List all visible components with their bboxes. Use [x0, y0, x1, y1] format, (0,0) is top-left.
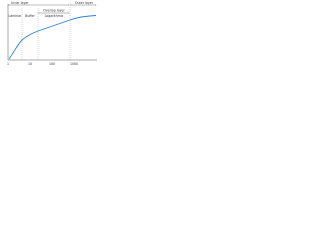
sublayer-label: Logarithmic — [45, 14, 64, 18]
x-tick-label: 10 — [28, 62, 32, 66]
x-tick-label: 1 — [7, 62, 9, 66]
x-tick-label: 1000 — [70, 62, 78, 66]
velocity-profile — [8, 15, 97, 60]
sublayer-label: Buffer — [25, 14, 35, 18]
page: {"diagram": { "regions": {"inner": "Inne… — [0, 0, 100, 70]
outer-label: Outer layer — [75, 1, 94, 5]
x-tick-label: 100 — [49, 62, 55, 66]
sublayer-label: Laminar — [8, 14, 22, 18]
overlap-label: Overlap layer — [43, 9, 65, 13]
diagram: Inner layer Outer layer Overlap layer La… — [7, 1, 97, 66]
inner-label: Inner layer — [11, 1, 29, 5]
